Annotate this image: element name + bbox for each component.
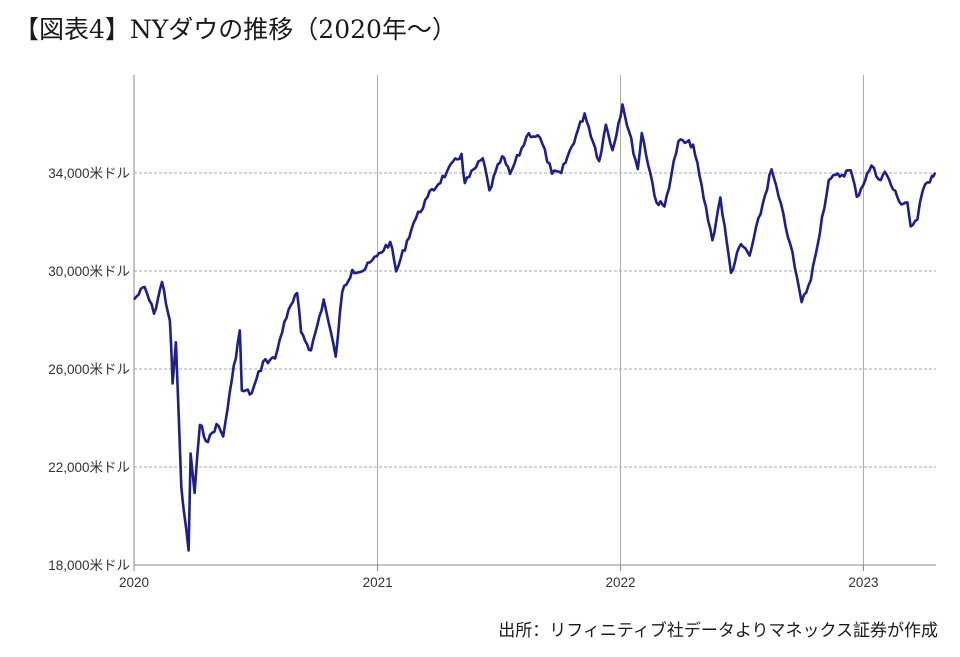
x-tick-label: 2020	[119, 575, 149, 590]
x-tick-label: 2021	[363, 575, 393, 590]
y-tick-label: 30,000米ドル	[48, 264, 130, 279]
x-tick-label: 2022	[606, 575, 636, 590]
series-line	[133, 103, 936, 552]
y-tick-label: 26,000米ドル	[48, 362, 130, 377]
page-title: 【図表4】NYダウの推移（2020年～）	[14, 15, 457, 44]
y-tick-label: 18,000米ドル	[48, 558, 130, 573]
x-tick-label: 2023	[848, 575, 878, 590]
y-tick-label: 22,000米ドル	[48, 460, 130, 475]
y-tick-label: 34,000米ドル	[48, 166, 130, 181]
source-note: 出所：リフィニティブ社データよりマネックス証券が作成	[498, 621, 938, 641]
